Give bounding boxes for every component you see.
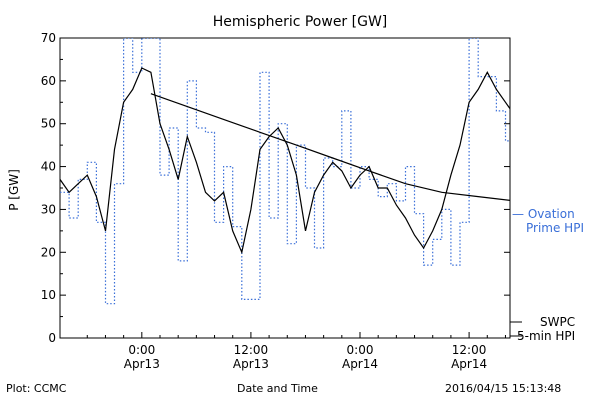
- legend-hpi-label: 5-min HPI: [517, 329, 575, 343]
- y-tick-label: 10: [41, 288, 56, 302]
- plot-frame: [59, 37, 511, 339]
- legend-ovation-line2: Prime HPI: [526, 221, 584, 235]
- x-tick-time: 0:00: [128, 343, 155, 357]
- timestamp: 2016/04/15 15:13:48: [445, 382, 562, 395]
- y-axis-label: P [GW]: [7, 169, 21, 211]
- x-tick-date: Apr13: [124, 357, 160, 371]
- y-tick-label: 50: [41, 117, 56, 131]
- x-tick-date: Apr14: [451, 357, 487, 371]
- x-tick-date: Apr14: [342, 357, 378, 371]
- series-ovation-prime-hpi: [60, 38, 510, 305]
- y-tick-label: 40: [41, 160, 56, 174]
- series-5min-hpi: [60, 67, 510, 255]
- series-layer: [60, 38, 510, 305]
- x-axis-label: Date and Time: [237, 382, 318, 395]
- y-tick-label: 30: [41, 202, 56, 216]
- x-tick-time: 0:00: [347, 343, 374, 357]
- legend-ovation-line1: — Ovation: [512, 207, 575, 221]
- x-tick-date: Apr13: [233, 357, 269, 371]
- legend-swpc-label: SWPC: [540, 315, 575, 329]
- plot-credit: Plot: CCMC: [6, 382, 67, 395]
- y-tick-label: 60: [41, 74, 56, 88]
- y-tick-label: 20: [41, 245, 56, 259]
- y-axis: 0 10 20 30 40 50 60 70: [41, 31, 510, 345]
- y-tick-label: 70: [41, 31, 56, 45]
- y-tick-label: 0: [48, 331, 56, 345]
- x-tick-time: 12:00: [452, 343, 487, 357]
- chart-title: Hemispheric Power [GW]: [213, 14, 388, 30]
- x-tick-time: 12:00: [234, 343, 269, 357]
- series-swpc: [150, 93, 510, 201]
